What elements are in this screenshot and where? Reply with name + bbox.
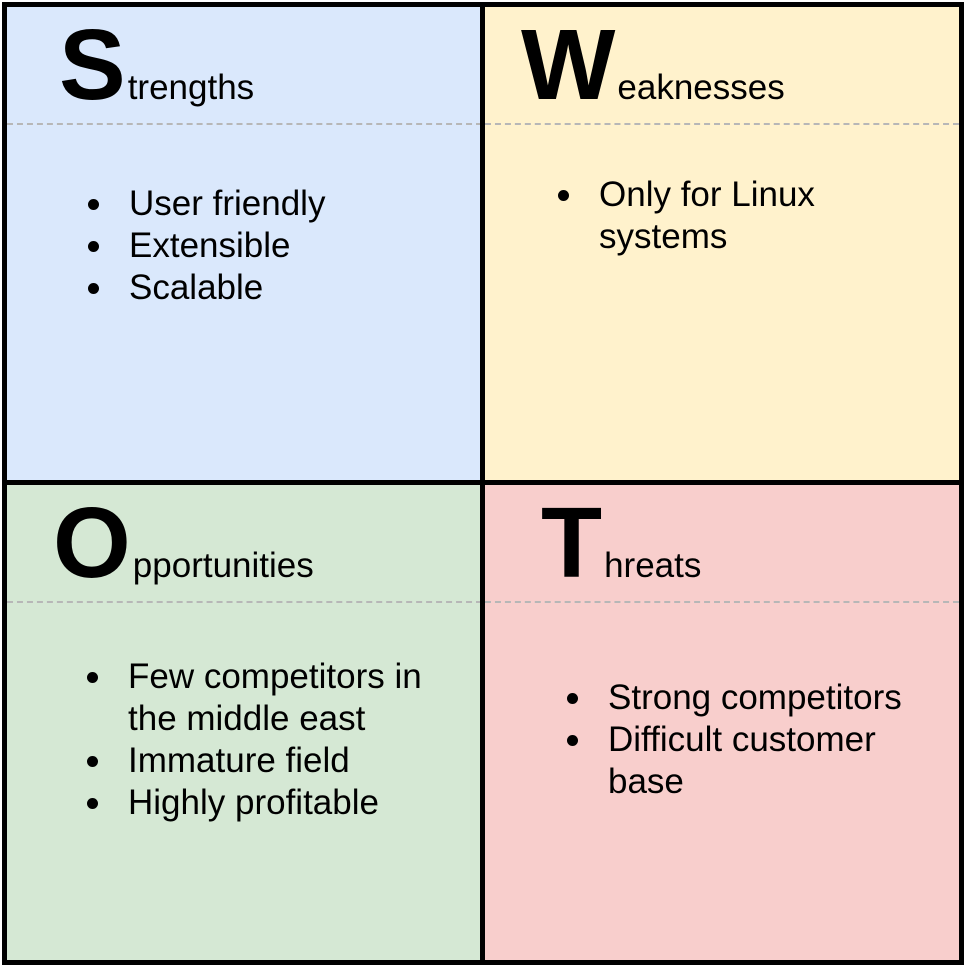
list-item: Scalable <box>88 267 489 309</box>
opportunities-title-rest: pportunities <box>132 546 314 585</box>
list-item: Extensible <box>88 225 489 267</box>
opportunities-heading: Opportunities <box>53 493 314 593</box>
threats-title-rest: hreats <box>604 546 702 585</box>
list-item: Difficult customer base <box>567 719 948 803</box>
list-item: Immature field <box>87 740 448 782</box>
threats-list: Strong competitors Difficult customer ba… <box>564 677 948 803</box>
strengths-divider <box>7 123 482 125</box>
strengths-title-rest: trengths <box>127 68 255 107</box>
strengths-initial: S <box>59 9 126 121</box>
list-item: Only for Linux systems <box>558 174 939 258</box>
opportunities-divider <box>7 601 482 603</box>
weaknesses-list: Only for Linux systems <box>555 174 939 258</box>
threats-divider <box>485 601 959 603</box>
threats-quadrant: Threats Strong competitors Difficult cus… <box>480 480 964 965</box>
opportunities-quadrant: Opportunities Few competitors in the mid… <box>2 480 487 965</box>
threats-initial: T <box>541 487 603 599</box>
list-item: User friendly <box>88 183 489 225</box>
threats-heading: Threats <box>541 493 701 593</box>
opportunities-initial: O <box>53 487 131 599</box>
strengths-list: User friendly Extensible Scalable <box>85 183 489 309</box>
opportunities-list: Few competitors in the middle east Immat… <box>84 656 448 824</box>
weaknesses-quadrant: Weaknesses Only for Linux systems <box>480 2 964 487</box>
weaknesses-divider <box>485 123 959 125</box>
list-item: Strong competitors <box>567 677 948 719</box>
strengths-quadrant: Strengths User friendly Extensible Scala… <box>2 2 487 487</box>
list-item: Few competitors in the middle east <box>87 656 448 740</box>
weaknesses-heading: Weaknesses <box>521 15 785 115</box>
list-item: Highly profitable <box>87 782 448 824</box>
weaknesses-initial: W <box>521 9 616 121</box>
weaknesses-title-rest: eaknesses <box>617 68 785 107</box>
strengths-heading: Strengths <box>59 15 254 115</box>
